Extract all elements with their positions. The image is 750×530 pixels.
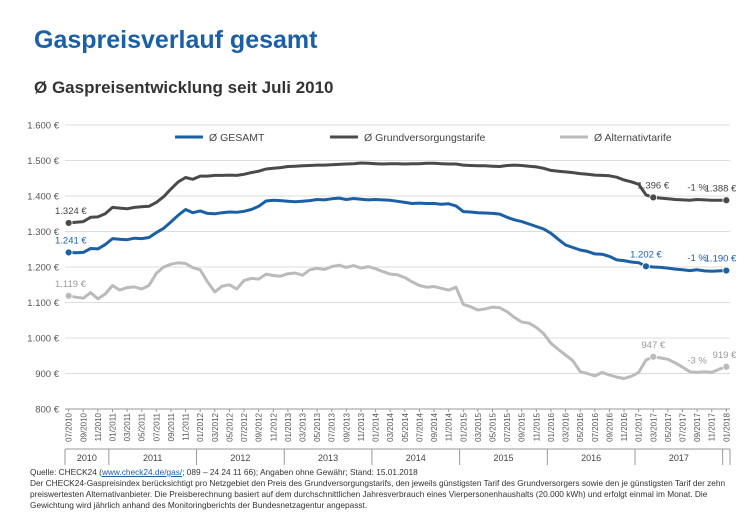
y-tick-label: 1.100 € xyxy=(27,298,59,309)
y-tick-label: 1.000 € xyxy=(27,334,59,345)
data-point-marker xyxy=(642,262,650,271)
y-tick-label: 1.400 € xyxy=(27,192,59,203)
value-annotation: 1.119 € xyxy=(55,279,87,290)
y-tick-label: 800 € xyxy=(35,405,59,416)
x-tick-label: 05/2014 xyxy=(401,412,410,441)
legend-label: Ø GESAMT xyxy=(209,132,265,144)
data-point-marker xyxy=(649,193,658,202)
x-tick-label: 07/2011 xyxy=(152,412,161,441)
x-tick-label: 03/2012 xyxy=(211,412,220,441)
x-tick-label: 07/2015 xyxy=(503,412,512,441)
value-annotation: 1.202 € xyxy=(630,249,662,260)
x-tick-label: 09/2015 xyxy=(518,412,527,441)
year-label: 2016 xyxy=(581,453,601,463)
y-tick-label: 1.500 € xyxy=(27,156,59,167)
x-tick-label: 03/2011 xyxy=(123,412,132,441)
footer: Quelle: CHECK24 (www.check24.de/gas/; 08… xyxy=(30,467,730,511)
x-tick-label: 03/2016 xyxy=(562,412,571,441)
x-tick-label: 01/2017 xyxy=(635,412,644,441)
source-line: Quelle: CHECK24 (www.check24.de/gas/; 08… xyxy=(30,467,730,478)
x-tick-label: 11/2015 xyxy=(532,412,541,441)
data-point-marker xyxy=(722,362,731,371)
x-tick-label: 11/2011 xyxy=(182,412,191,440)
x-tick-label: 11/2010 xyxy=(94,412,103,441)
data-point-marker xyxy=(64,219,73,227)
x-tick-label: 05/2013 xyxy=(313,412,322,441)
x-tick-label: 01/2012 xyxy=(196,412,205,441)
legend-label: Ø Alternativtarife xyxy=(594,132,672,144)
methodology-note: Der CHECK24-Gaspreisindex berücksichtigt… xyxy=(30,478,726,510)
x-tick-label: 07/2010 xyxy=(65,412,74,441)
x-tick-label: 07/2012 xyxy=(240,412,249,441)
x-tick-label: 07/2017 xyxy=(679,412,688,441)
x-tick-label: 05/2017 xyxy=(664,412,673,441)
x-tick-label: 09/2013 xyxy=(342,412,351,441)
value-annotation: 1.388 € xyxy=(705,183,737,194)
source-prefix: Quelle: CHECK24 ( xyxy=(30,467,102,477)
year-label: 2010 xyxy=(77,453,97,463)
data-point-marker xyxy=(722,196,731,205)
chart-title: Ø Gaspreisentwicklung seit Juli 2010 xyxy=(34,78,334,97)
value-annotation: 947 € xyxy=(641,340,665,351)
x-tick-label: 11/2016 xyxy=(620,412,629,441)
y-tick-label: 900 € xyxy=(35,369,59,380)
source-link[interactable]: www.check24.de/gas/ xyxy=(101,467,183,477)
data-point-marker xyxy=(64,291,73,300)
x-tick-label: 01/2011 xyxy=(109,412,118,441)
year-label: 2013 xyxy=(318,453,338,463)
x-tick-label: 07/2016 xyxy=(591,412,600,441)
x-tick-label: 01/2014 xyxy=(372,412,381,441)
x-tick-label: 03/2014 xyxy=(386,412,395,441)
value-annotation: 1.190 € xyxy=(705,254,737,265)
x-tick-label: 09/2016 xyxy=(605,412,614,441)
series-line-gesamt xyxy=(67,196,728,273)
x-tick-label: 05/2011 xyxy=(138,412,147,441)
value-annotation: 1.241 € xyxy=(55,235,87,246)
source-suffix: ; 089 – 24 24 11 66); Angaben ohne Gewäh… xyxy=(182,467,418,477)
legend-label: Ø Grundversorgungstarife xyxy=(364,132,486,144)
y-tick-label: 1.300 € xyxy=(27,227,59,238)
x-tick-label: 05/2012 xyxy=(225,412,234,441)
x-tick-label: 09/2012 xyxy=(255,412,264,441)
series-line-alternativ xyxy=(67,261,728,380)
data-point-marker xyxy=(649,352,658,361)
x-tick-label: 01/2015 xyxy=(459,412,468,441)
x-tick-label: 11/2014 xyxy=(445,412,454,441)
x-tick-label: 11/2013 xyxy=(357,412,366,441)
x-tick-label: 03/2015 xyxy=(474,412,483,441)
x-tick-label: 07/2013 xyxy=(328,412,337,441)
x-tick-label: 07/2014 xyxy=(415,412,424,441)
year-label: 2017 xyxy=(669,453,689,463)
year-label: 2011 xyxy=(143,453,162,463)
y-tick-label: 1.600 € xyxy=(27,121,59,132)
data-point-marker xyxy=(64,248,73,257)
value-annotation: 1.324 € xyxy=(55,206,87,217)
year-label: 2014 xyxy=(406,453,426,463)
x-tick-label: 09/2017 xyxy=(693,412,702,441)
x-tick-label: 03/2013 xyxy=(299,412,308,441)
x-tick-label: 05/2015 xyxy=(489,412,498,441)
price-chart: 800 €900 €1.000 €1.100 €1.200 €1.300 €1.… xyxy=(27,121,737,465)
year-label: 2015 xyxy=(493,453,513,463)
x-tick-label: 11/2017 xyxy=(708,412,717,441)
y-tick-label: 1.200 € xyxy=(27,263,59,274)
x-tick-label: 09/2014 xyxy=(430,412,439,441)
value-annotation: 1.396 € xyxy=(637,180,669,191)
value-annotation: 919 € xyxy=(713,350,737,361)
x-tick-label: 03/2017 xyxy=(649,412,658,441)
series-line-grundversorgung xyxy=(67,161,728,225)
value-annotation: -3 % xyxy=(687,355,707,366)
x-tick-label: 09/2011 xyxy=(167,412,176,441)
x-tick-label: 01/2013 xyxy=(284,412,293,441)
page-title: Gaspreisverlauf gesamt xyxy=(34,26,318,54)
x-tick-label: 05/2016 xyxy=(576,412,585,441)
value-annotation: -1 % xyxy=(687,183,707,194)
year-label: 2012 xyxy=(230,453,250,463)
x-tick-label: 11/2012 xyxy=(269,412,278,441)
value-annotation: -1 % xyxy=(687,253,707,264)
x-tick-label: 01/2016 xyxy=(547,412,556,441)
data-point-marker xyxy=(722,266,731,275)
x-tick-label: 09/2010 xyxy=(79,412,88,441)
x-tick-label: 01/2018 xyxy=(722,412,731,441)
